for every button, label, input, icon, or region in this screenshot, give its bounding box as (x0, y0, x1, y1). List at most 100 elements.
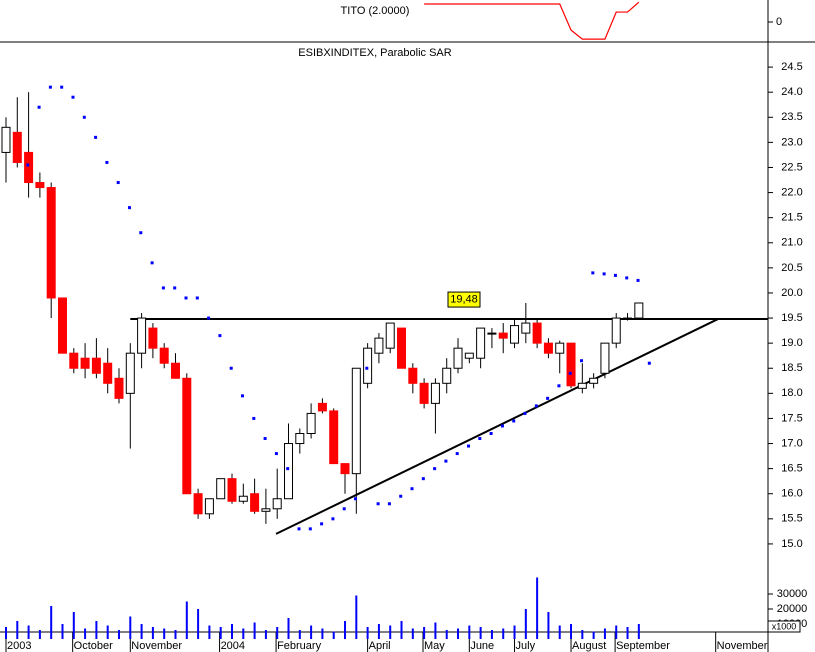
candle-body (57, 297, 67, 354)
volume-bar (344, 621, 347, 639)
candle-body (442, 367, 452, 384)
sar-dot (591, 271, 595, 275)
price-label: 19,48 (450, 293, 478, 305)
y-tick-label: 20000 (777, 603, 808, 615)
sar-dot (48, 85, 52, 89)
volume-bar (332, 631, 335, 639)
y-tick-label: 0 (776, 16, 782, 28)
candle-body (295, 432, 305, 445)
sar-dot (320, 522, 324, 526)
x-tick-label: November (131, 640, 182, 652)
candle-body (171, 362, 181, 379)
sar-dot (647, 361, 651, 365)
candle-body (374, 337, 384, 354)
sar-dot (625, 276, 629, 280)
y-tick-label: 24.0 (781, 86, 802, 98)
sar-dot (489, 431, 493, 435)
volume-bar (38, 630, 41, 639)
candle-body (1, 126, 11, 153)
candle-body (555, 342, 565, 354)
candle-body (35, 182, 45, 189)
volume-bar (95, 621, 98, 639)
volume-bar (253, 622, 256, 639)
candle-body (351, 367, 361, 475)
volume-bar (264, 630, 267, 639)
x-tick-label: June (470, 640, 494, 652)
y-tick-label: 30000 (777, 588, 808, 600)
volume-bar (106, 625, 109, 639)
candle-body (114, 377, 124, 399)
volume-bar (389, 625, 392, 639)
sar-dot (399, 494, 403, 498)
sar-dot (557, 384, 561, 388)
x-tick-label: July (516, 640, 536, 652)
volume-bar (457, 628, 460, 639)
volume-bar (536, 577, 539, 639)
y-tick-label: 22.5 (781, 161, 802, 173)
volume-bar (197, 609, 200, 639)
candle-body (600, 342, 610, 374)
sar-dot (195, 296, 199, 300)
sar-dot (218, 334, 222, 338)
volume-bar (524, 609, 527, 639)
candle-body (103, 362, 113, 384)
volume-bar (151, 627, 154, 639)
x-tick-label: 2003 (7, 640, 31, 652)
y-tick-label: 15.0 (781, 538, 802, 550)
y-tick-label: 23.0 (781, 136, 802, 148)
candle-body (340, 463, 350, 475)
sar-dot (500, 424, 504, 428)
volume-bar (445, 630, 448, 639)
sar-dot (467, 444, 471, 448)
y-tick-label: 17.5 (781, 412, 802, 424)
candle-body (306, 412, 316, 434)
candle-body (250, 493, 260, 512)
sar-dot (613, 273, 617, 277)
candle-body (543, 342, 553, 354)
sar-dot (387, 502, 391, 506)
sar-dot (94, 135, 98, 139)
volume-bar (423, 627, 426, 639)
y-tick-label: 21.5 (781, 212, 802, 224)
sar-dot (534, 404, 538, 408)
x-tick-label: November (717, 640, 768, 652)
candle-body (193, 493, 203, 515)
candle-body (453, 347, 463, 369)
candle-body (498, 332, 508, 339)
volume-bar (570, 624, 573, 639)
volume-bar (287, 618, 290, 639)
sar-dot (60, 85, 64, 89)
candle-body (419, 382, 429, 404)
sar-dot (161, 286, 165, 290)
x-tick-label: September (616, 640, 670, 652)
x-tick-label: May (424, 640, 445, 652)
candle-body (510, 325, 520, 344)
candle-body (272, 498, 282, 510)
candle-body (487, 332, 497, 335)
volume-bar (355, 595, 358, 639)
candle-body (159, 347, 169, 364)
sar-dot (82, 115, 86, 119)
candle-body (397, 327, 407, 369)
price-label-box (447, 291, 481, 308)
volume-bar (4, 627, 7, 639)
trend-line (275, 318, 719, 535)
y-tick-label: 20.5 (781, 262, 802, 274)
volume-bar (298, 630, 301, 639)
volume-bar (490, 630, 493, 639)
sar-dot (410, 487, 414, 491)
candle-body (182, 377, 192, 495)
sar-dot (342, 507, 346, 511)
x-tick-label: April (369, 640, 391, 652)
candle-body (329, 410, 339, 465)
indicator-title: TITO (2.0000) (341, 5, 410, 17)
candle-body (46, 187, 56, 299)
volume-bar (479, 627, 482, 639)
candle-body (137, 317, 147, 354)
volume-bar (626, 627, 629, 639)
sar-dot (116, 181, 120, 185)
candle-body (317, 402, 327, 412)
y-tick-label: 16.5 (781, 463, 802, 475)
x-tick-label: February (277, 640, 322, 652)
